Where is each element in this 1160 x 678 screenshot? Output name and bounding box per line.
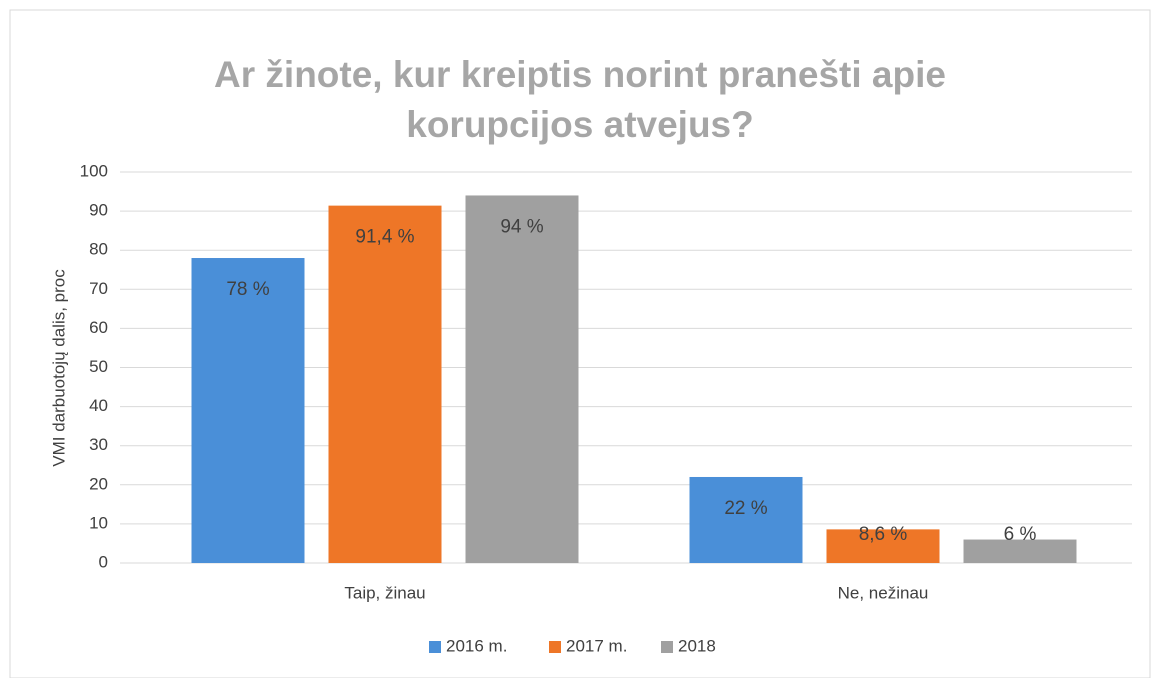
legend-swatch: [549, 641, 561, 653]
bar: [465, 195, 579, 563]
data-label: 91,4 %: [355, 227, 414, 248]
y-axis-label: VMI darbuotojų dalis, proc: [49, 269, 68, 467]
y-tick-label: 90: [89, 201, 108, 220]
legend-label: 2018: [678, 636, 716, 655]
bar: [191, 258, 305, 563]
y-tick-label: 70: [89, 279, 108, 298]
legend-swatch: [661, 641, 673, 653]
y-tick-label: 40: [89, 396, 108, 415]
data-label: 8,6 %: [859, 524, 908, 545]
y-tick-label: 30: [89, 435, 108, 454]
legend-label: 2017 m.: [566, 636, 627, 655]
data-label: 78 %: [226, 279, 269, 300]
y-tick-label: 60: [89, 318, 108, 337]
data-label: 94 %: [500, 216, 543, 237]
data-label: 6 %: [1004, 524, 1037, 545]
y-tick-label: 80: [89, 240, 108, 259]
y-tick-label: 50: [89, 357, 108, 376]
legend-swatch: [429, 641, 441, 653]
data-label: 22 %: [724, 498, 767, 519]
x-tick-label: Ne, nežinau: [838, 583, 929, 602]
y-tick-label: 100: [80, 161, 108, 180]
x-tick-label: Taip, žinau: [344, 583, 425, 602]
bar: [826, 529, 940, 563]
bar: [328, 205, 442, 563]
chart-title: korupcijos atvejus?: [406, 104, 754, 145]
bar: [689, 476, 803, 563]
legend-label: 2016 m.: [446, 636, 507, 655]
y-tick-label: 0: [99, 552, 108, 571]
y-tick-label: 10: [89, 513, 108, 532]
chart-title: Ar žinote, kur kreiptis norint pranešti …: [214, 54, 946, 95]
bar: [963, 539, 1077, 563]
y-tick-label: 20: [89, 474, 108, 493]
